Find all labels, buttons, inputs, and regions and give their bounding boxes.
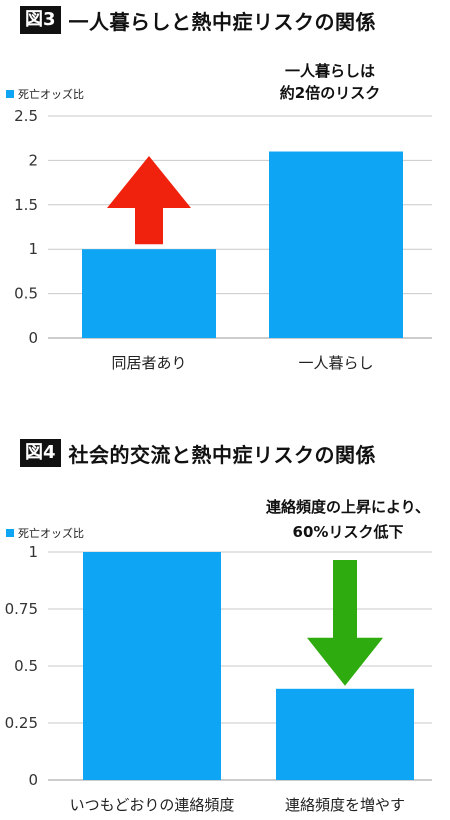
y-tick-label: 2 xyxy=(28,151,38,169)
figure-3-title-text: 一人暮らしと熱中症リスクの関係 xyxy=(68,9,377,34)
y-tick-label: 1.5 xyxy=(14,196,38,214)
x-category-label: 同居者あり xyxy=(111,354,186,372)
y-tick-label: 1 xyxy=(28,543,38,561)
x-category-label: いつもどおりの連絡頻度 xyxy=(70,796,235,814)
y-tick-label: 0.5 xyxy=(14,657,38,675)
y-tick-label: 0.5 xyxy=(14,285,38,303)
bar xyxy=(83,552,221,780)
annotation-text: 60%リスク低下 xyxy=(293,523,404,541)
chart-3: 0 0.5 1 1.5 2 2.5 同居者あり 一人暮らし 死亡オッズ比 一人暮らしは約2倍のリス… xyxy=(6,62,432,372)
figure-4-badge: 図4 xyxy=(20,439,61,467)
annotation-text: 連絡頻度の上昇により、 xyxy=(266,498,430,516)
legend-swatch xyxy=(6,90,14,98)
x-category-label: 一人暮らし xyxy=(298,354,373,372)
y-tick-label: 0 xyxy=(28,771,38,789)
y-tick-label: 1 xyxy=(28,240,38,258)
y-tick-label: 0 xyxy=(28,329,38,347)
figure-3-badge: 図3 xyxy=(20,6,61,34)
figure-3-title: 図3 一人暮らしと熱中症リスクの関係 xyxy=(20,4,376,36)
y-tick-label: 0.75 xyxy=(5,600,38,618)
bar xyxy=(82,249,216,338)
x-category-label: 連絡頻度を増やす xyxy=(285,796,405,814)
legend-swatch xyxy=(6,529,14,537)
bar xyxy=(269,151,403,338)
bar xyxy=(276,688,414,780)
figure-4-title: 図4 社会的交流と熱中症リスクの関係 xyxy=(20,437,376,469)
up-arrow-icon xyxy=(107,155,191,245)
legend-label: 死亡オッズ比 xyxy=(18,87,84,101)
figure-4-title-text: 社会的交流と熱中症リスクの関係 xyxy=(68,442,377,467)
down-arrow-icon xyxy=(307,560,383,686)
annotation-text: 一人暮らしは xyxy=(285,62,375,80)
y-tick-label: 2.5 xyxy=(14,107,38,125)
annotation-text: 約2倍のリスク xyxy=(280,84,380,102)
chart-4: 0 0.25 0.5 0.75 1 いつもどおりの連絡頻度 連絡頻度を増やす 死亡オッズ比 連絡… xyxy=(5,498,432,814)
legend-label: 死亡オッズ比 xyxy=(18,526,84,540)
y-tick-label: 0.25 xyxy=(5,714,38,732)
